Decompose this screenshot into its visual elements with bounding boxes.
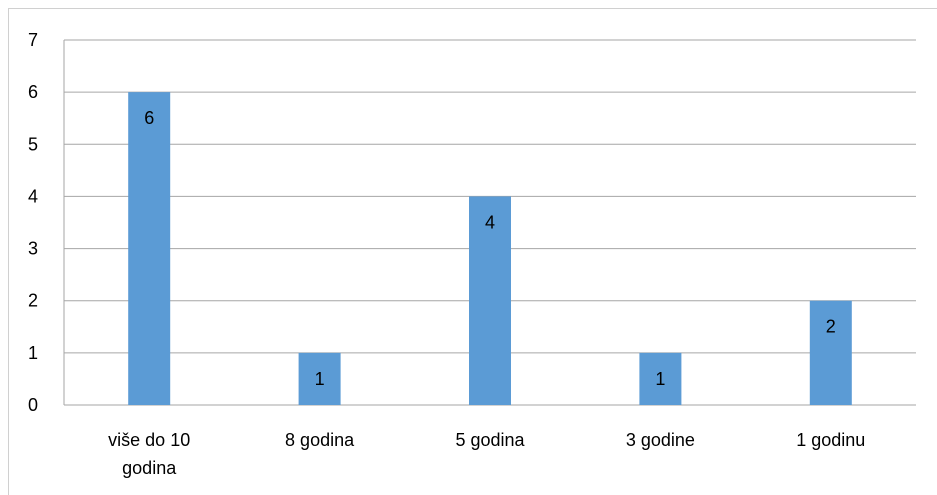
bar [639, 352, 682, 405]
y-tick-label: 3 [28, 239, 38, 259]
x-category-label: 5 godina [455, 430, 525, 450]
y-tick-label: 0 [28, 395, 38, 415]
y-axis-ticks: 0 1 2 3 4 5 6 7 [28, 30, 38, 415]
x-category-label: 1 godinu [796, 430, 865, 450]
bars [128, 92, 852, 406]
data-label: 1 [655, 369, 665, 389]
data-label: 4 [485, 212, 495, 232]
x-category-label: više do 10 godina [108, 430, 190, 478]
bar [809, 300, 852, 405]
data-label: 6 [144, 108, 154, 128]
y-tick-label: 5 [28, 134, 38, 154]
x-category-label: 3 godine [626, 430, 695, 450]
y-tick-label: 6 [28, 82, 38, 102]
chart-frame [8, 8, 937, 495]
data-label: 2 [826, 317, 836, 337]
y-tick-label: 4 [28, 186, 38, 206]
data-labels: 6 1 4 1 2 [144, 108, 836, 389]
y-tick-label: 1 [28, 343, 38, 363]
y-tick-label: 7 [28, 30, 38, 50]
data-label: 1 [315, 369, 325, 389]
bar [469, 196, 511, 405]
bar [128, 92, 171, 406]
x-category-label: 8 godina [285, 430, 355, 450]
y-tick-label: 2 [28, 291, 38, 311]
bar [298, 352, 341, 405]
x-axis-categories: više do 10 godina 8 godina 5 godina 3 godine… [108, 430, 865, 478]
